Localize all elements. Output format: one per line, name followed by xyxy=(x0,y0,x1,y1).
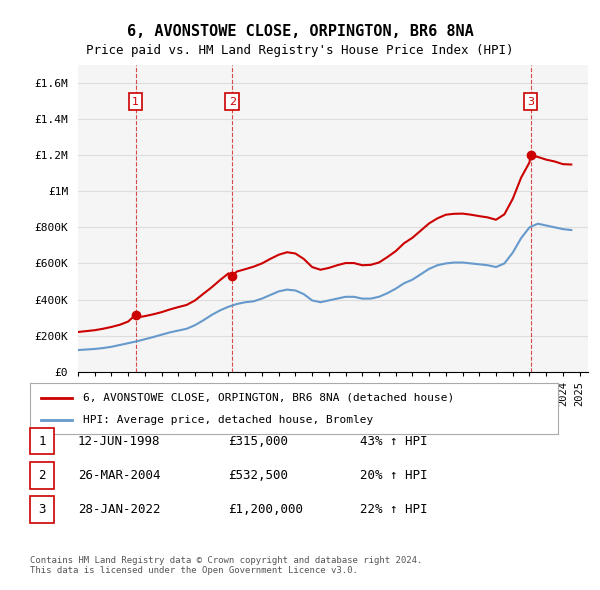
Text: 43% ↑ HPI: 43% ↑ HPI xyxy=(360,434,427,448)
Text: £315,000: £315,000 xyxy=(228,434,288,448)
Text: 6, AVONSTOWE CLOSE, ORPINGTON, BR6 8NA (detached house): 6, AVONSTOWE CLOSE, ORPINGTON, BR6 8NA (… xyxy=(83,392,454,402)
Text: £1,200,000: £1,200,000 xyxy=(228,503,303,516)
Text: 2: 2 xyxy=(229,97,236,107)
Text: £532,500: £532,500 xyxy=(228,468,288,482)
Text: 3: 3 xyxy=(38,503,46,516)
Text: 3: 3 xyxy=(527,97,534,107)
Text: 12-JUN-1998: 12-JUN-1998 xyxy=(78,434,161,448)
Text: 28-JAN-2022: 28-JAN-2022 xyxy=(78,503,161,516)
Text: 22% ↑ HPI: 22% ↑ HPI xyxy=(360,503,427,516)
Text: 2: 2 xyxy=(38,468,46,482)
Text: Contains HM Land Registry data © Crown copyright and database right 2024.
This d: Contains HM Land Registry data © Crown c… xyxy=(30,556,422,575)
Text: HPI: Average price, detached house, Bromley: HPI: Average price, detached house, Brom… xyxy=(83,415,373,425)
Text: 20% ↑ HPI: 20% ↑ HPI xyxy=(360,468,427,482)
Text: Price paid vs. HM Land Registry's House Price Index (HPI): Price paid vs. HM Land Registry's House … xyxy=(86,44,514,57)
Text: 6, AVONSTOWE CLOSE, ORPINGTON, BR6 8NA: 6, AVONSTOWE CLOSE, ORPINGTON, BR6 8NA xyxy=(127,24,473,38)
Text: 26-MAR-2004: 26-MAR-2004 xyxy=(78,468,161,482)
Text: 1: 1 xyxy=(132,97,139,107)
Text: 1: 1 xyxy=(38,434,46,448)
